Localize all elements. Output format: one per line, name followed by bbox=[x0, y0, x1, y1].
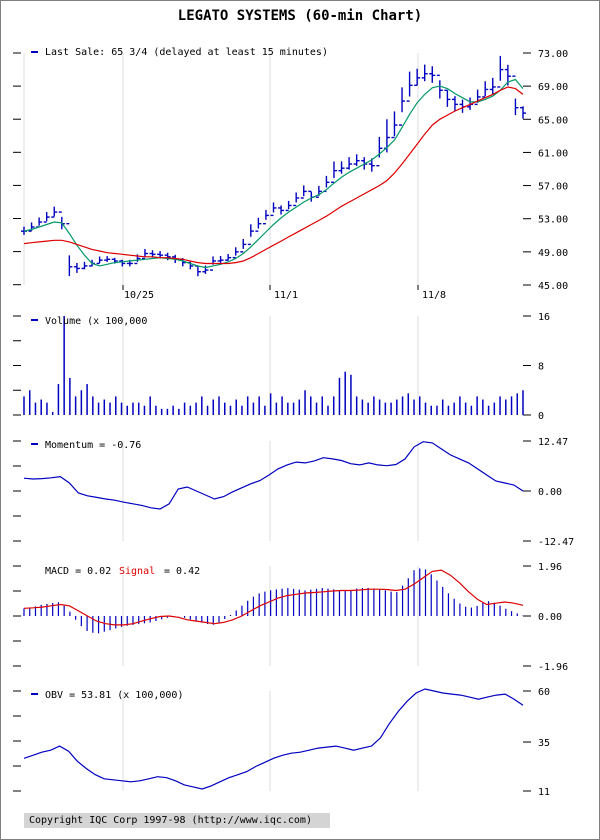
price-bar bbox=[202, 265, 209, 274]
price-bar bbox=[482, 81, 489, 98]
price-bar bbox=[489, 77, 496, 95]
volume-tick-label-0: 16 bbox=[538, 312, 550, 323]
price-bar bbox=[429, 66, 436, 83]
price-bar bbox=[81, 261, 88, 270]
price-bar bbox=[278, 205, 285, 215]
price-bar bbox=[391, 111, 398, 139]
price-sma-fast-line bbox=[23, 78, 524, 269]
price-tick-label-1: 69.00 bbox=[538, 82, 568, 93]
momentum-line bbox=[23, 441, 524, 510]
price-bar bbox=[300, 185, 307, 199]
price-bar bbox=[36, 217, 43, 228]
price-bar bbox=[421, 64, 428, 82]
price-tick-label-0: 73.00 bbox=[538, 49, 568, 60]
macd-signal-label: Signal bbox=[119, 566, 155, 577]
macd-legend: MACD = 0.02 bbox=[45, 566, 111, 577]
volume-tick-label-1: 8 bbox=[538, 362, 544, 373]
price-bar bbox=[255, 217, 262, 232]
price-bar bbox=[406, 71, 413, 102]
price-bar bbox=[451, 96, 458, 112]
obv-line bbox=[23, 688, 524, 790]
price-bar bbox=[270, 202, 277, 217]
price-bar bbox=[293, 192, 300, 207]
price-bar bbox=[414, 68, 421, 87]
price-bar bbox=[240, 238, 247, 253]
price-bar bbox=[330, 161, 337, 183]
price-legend: Last Sale: 65 3/4 (delayed at least 15 m… bbox=[45, 47, 328, 58]
price-bar bbox=[217, 256, 224, 264]
price-bar bbox=[353, 154, 360, 166]
momentum-tick-label-1: 0.00 bbox=[538, 487, 562, 498]
macd-signal-value: = 0.42 bbox=[164, 566, 200, 577]
price-bar bbox=[262, 209, 269, 225]
price-bar bbox=[376, 136, 383, 167]
price-bar bbox=[444, 89, 451, 107]
macd-signal-line bbox=[23, 569, 524, 626]
price-bar bbox=[51, 206, 58, 218]
momentum-tick-label-0: 12.47 bbox=[538, 437, 568, 448]
obv-tick-label-1: 35 bbox=[538, 738, 550, 749]
momentum-tick-label-2: -12.47 bbox=[538, 537, 574, 548]
price-tick-label-6: 49.00 bbox=[538, 248, 568, 259]
price-tick-label-2: 65.00 bbox=[538, 115, 568, 126]
price-bar bbox=[368, 158, 375, 172]
price-bar bbox=[346, 157, 353, 170]
price-bar bbox=[141, 248, 148, 260]
price-bar bbox=[520, 106, 526, 119]
price-bar bbox=[225, 254, 232, 261]
price-bar bbox=[73, 262, 80, 273]
copyright-label: Copyright IQC Corp 1997-98 (http://www.i… bbox=[24, 813, 330, 828]
price-x-label-1: 11/1 bbox=[274, 290, 298, 301]
volume-legend: Volume (x 100,000 bbox=[45, 316, 147, 327]
price-tick-label-3: 61.00 bbox=[538, 148, 568, 159]
price-bar bbox=[96, 256, 103, 265]
price-x-label-2: 11/8 bbox=[422, 290, 446, 301]
obv-tick-label-2: 11 bbox=[538, 787, 550, 798]
price-x-label-0: 10/25 bbox=[124, 290, 154, 301]
price-bar bbox=[247, 224, 254, 246]
price-bar bbox=[104, 256, 111, 262]
price-bar bbox=[512, 75, 519, 116]
price-tick-label-5: 53.00 bbox=[538, 215, 568, 226]
price-sma-slow-line bbox=[23, 86, 524, 265]
price-bar bbox=[43, 212, 50, 223]
macd-tick-label-0: 1.96 bbox=[538, 562, 562, 573]
price-bar bbox=[66, 222, 73, 277]
macd-tick-label-2: -1.96 bbox=[538, 662, 568, 673]
volume-tick-label-2: 0 bbox=[538, 411, 544, 422]
momentum-legend: Momentum = -0.76 bbox=[45, 440, 141, 451]
obv-tick-label-0: 60 bbox=[538, 687, 550, 698]
price-bar bbox=[436, 74, 443, 99]
price-bar bbox=[399, 87, 406, 126]
price-bar bbox=[232, 247, 239, 259]
macd-tick-label-1: 0.00 bbox=[538, 612, 562, 623]
page-title: LEGATO SYSTEMS (60-min Chart) bbox=[177, 8, 423, 24]
price-tick-label-7: 45.00 bbox=[538, 281, 568, 292]
price-tick-label-4: 57.00 bbox=[538, 182, 568, 193]
price-bar bbox=[497, 55, 504, 88]
price-bar bbox=[285, 200, 292, 212]
price-bar bbox=[119, 259, 126, 267]
price-bar bbox=[338, 161, 345, 174]
price-bar bbox=[194, 265, 201, 277]
obv-legend: OBV = 53.81 (x 100,000) bbox=[45, 690, 183, 701]
